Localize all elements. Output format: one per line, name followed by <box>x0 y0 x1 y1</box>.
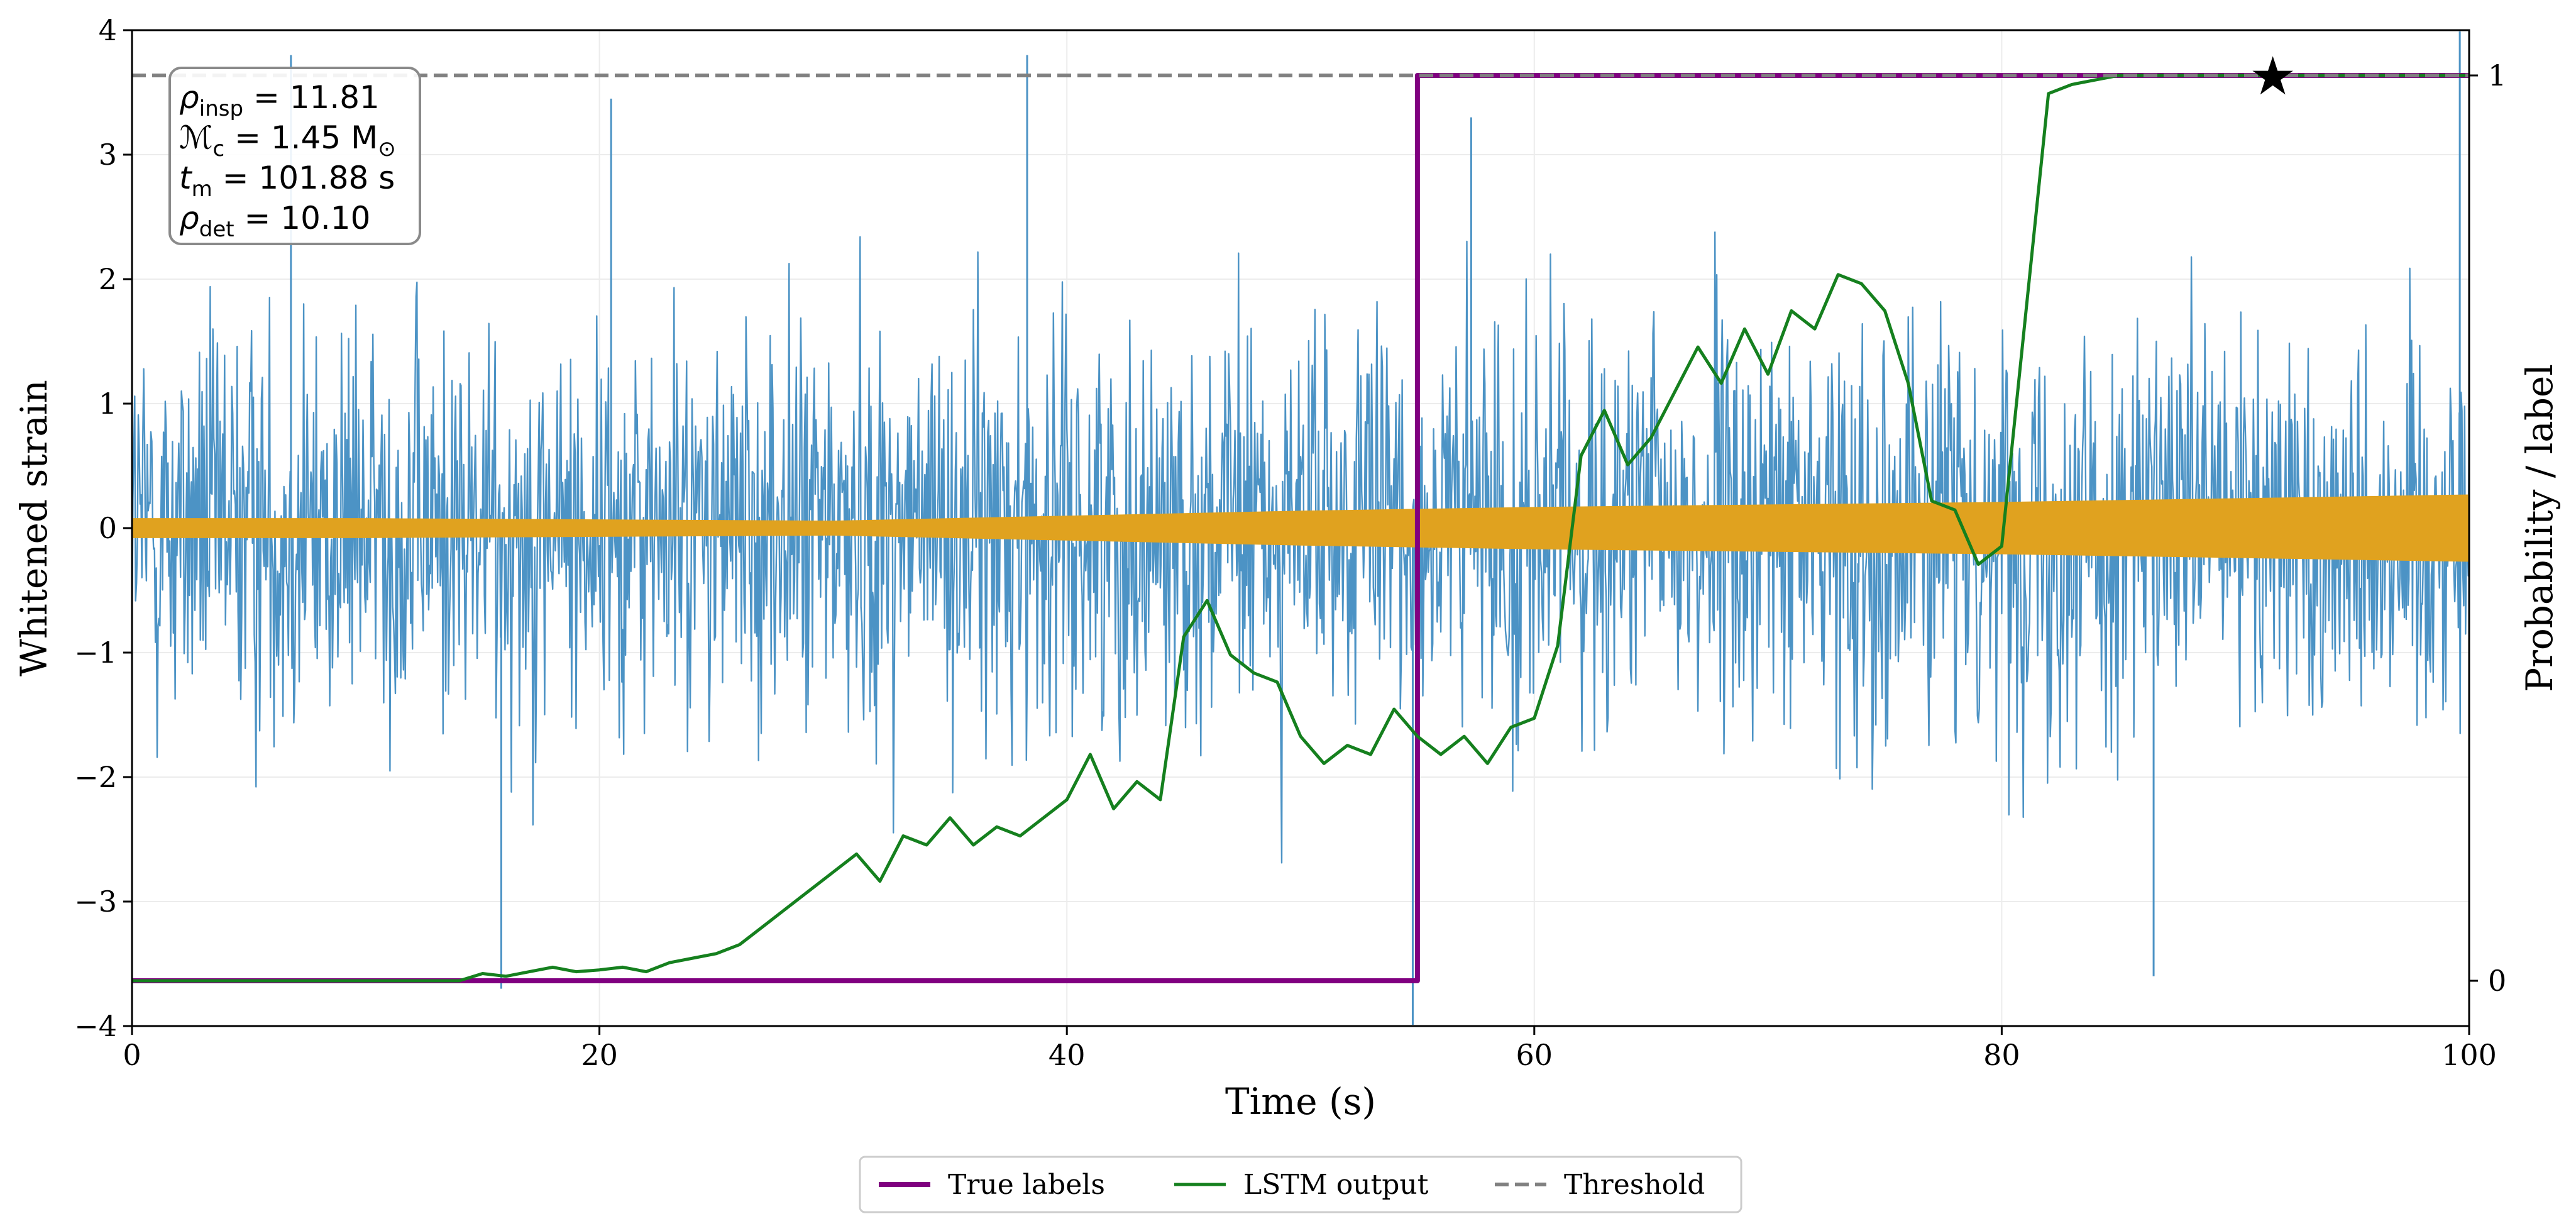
x-tick-label: 100 <box>2441 1038 2497 1072</box>
annotation-box-frame <box>168 67 421 245</box>
annotation-merger-time: tm = 101.88 s <box>179 160 395 202</box>
x-tick-label: 40 <box>1049 1038 1086 1072</box>
y2-axis-label: Probability / label <box>2518 364 2561 692</box>
y-tick-label: 1 <box>99 387 117 421</box>
detection-star-marker: ★ <box>2249 45 2296 107</box>
x-tick-label: 20 <box>581 1038 618 1072</box>
x-axis-label: Time (s) <box>1225 1080 1376 1123</box>
y-tick-label: −1 <box>74 636 117 670</box>
x-tick-label: 0 <box>123 1038 141 1072</box>
y-tick-label: 3 <box>99 138 117 172</box>
annotation-chirp-mass: ℳc = 1.45 M⊙ <box>179 119 396 162</box>
signal-envelope-band <box>132 494 2469 562</box>
legend-label-true-labels: True labels <box>948 1169 1105 1201</box>
y-tick-label: 2 <box>99 262 117 296</box>
series-lstm-output <box>132 74 2469 983</box>
parameter-annotation-box: ρinsp = 11.81 ℳc = 1.45 M⊙ tm = 101.88 s… <box>168 67 421 245</box>
y2-tick-label: 0 <box>2488 964 2506 998</box>
y-tick-label: −4 <box>74 1009 117 1043</box>
line-series <box>132 73 2469 983</box>
annotation-snr-det: ρdet = 10.10 <box>179 200 370 242</box>
y-tick-label: −3 <box>74 885 117 919</box>
x-tick-label: 80 <box>1983 1038 2020 1072</box>
y-tick-label: −2 <box>74 760 117 794</box>
signal-envelope-series <box>132 494 2469 562</box>
annotation-snr-insp: ρinsp = 11.81 <box>179 79 380 121</box>
y-axis-label: Whitened strain <box>13 380 55 676</box>
legend-frame <box>859 1156 1742 1213</box>
x-tick-label: 60 <box>1516 1038 1553 1072</box>
legend: True labels LSTM output Threshold <box>859 1156 1742 1213</box>
legend-label-threshold: Threshold <box>1564 1169 1705 1201</box>
legend-label-lstm-output: LSTM output <box>1243 1169 1429 1201</box>
y-tick-label: 4 <box>99 13 117 47</box>
y-tick-label: 0 <box>99 511 117 545</box>
noise-trace <box>131 231 2470 864</box>
y2-tick-label: 1 <box>2488 58 2506 92</box>
noise-series <box>131 31 2470 1025</box>
